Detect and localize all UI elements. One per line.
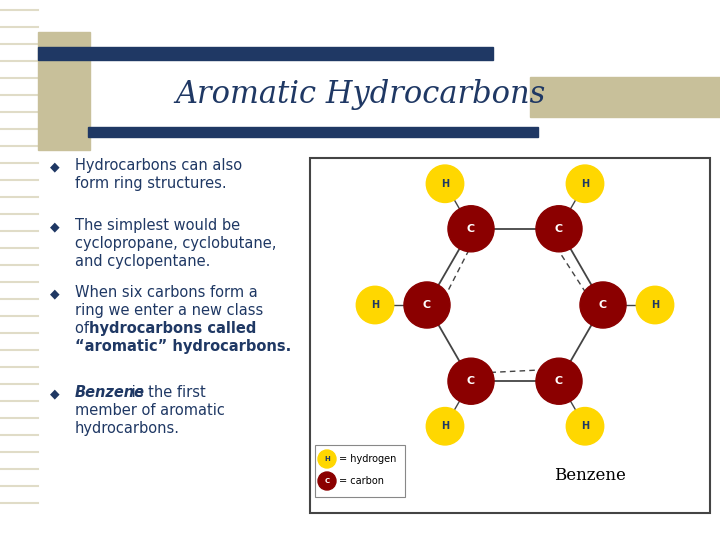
Text: hydrocarbons called: hydrocarbons called: [89, 321, 256, 336]
Circle shape: [566, 408, 603, 445]
Text: The simplest would be: The simplest would be: [75, 218, 240, 233]
Circle shape: [426, 165, 464, 202]
Text: H: H: [441, 179, 449, 189]
Text: C: C: [555, 376, 563, 386]
Circle shape: [318, 472, 336, 490]
FancyBboxPatch shape: [310, 158, 710, 513]
Circle shape: [318, 450, 336, 468]
FancyBboxPatch shape: [530, 77, 720, 117]
Text: C: C: [599, 300, 607, 310]
Circle shape: [536, 206, 582, 252]
Text: ◆: ◆: [50, 220, 60, 233]
Text: Hydrocarbons can also: Hydrocarbons can also: [75, 158, 242, 173]
Circle shape: [566, 165, 603, 202]
Text: of: of: [75, 321, 94, 336]
Text: C: C: [325, 478, 330, 484]
Circle shape: [536, 358, 582, 404]
Text: and cyclopentane.: and cyclopentane.: [75, 254, 210, 269]
Text: ◆: ◆: [50, 287, 60, 300]
FancyBboxPatch shape: [38, 47, 493, 60]
FancyBboxPatch shape: [315, 445, 405, 497]
Text: cyclopropane, cyclobutane,: cyclopropane, cyclobutane,: [75, 236, 276, 251]
Text: ◆: ◆: [50, 160, 60, 173]
Text: member of aromatic: member of aromatic: [75, 403, 225, 418]
Circle shape: [404, 282, 450, 328]
Text: “aromatic” hydrocarbons.: “aromatic” hydrocarbons.: [75, 339, 292, 354]
Text: ring we enter a new class: ring we enter a new class: [75, 303, 264, 318]
Text: C: C: [555, 224, 563, 234]
Text: Aromatic Hydrocarbons: Aromatic Hydrocarbons: [175, 79, 545, 111]
Text: Benzene: Benzene: [554, 467, 626, 483]
Text: C: C: [467, 224, 475, 234]
Text: is the first: is the first: [127, 385, 206, 400]
Text: H: H: [441, 421, 449, 431]
Text: H: H: [581, 421, 589, 431]
Text: H: H: [651, 300, 659, 310]
Text: C: C: [467, 376, 475, 386]
Circle shape: [636, 286, 674, 323]
Text: form ring structures.: form ring structures.: [75, 176, 227, 191]
Text: = carbon: = carbon: [339, 476, 384, 486]
FancyBboxPatch shape: [38, 32, 90, 150]
Text: H: H: [581, 179, 589, 189]
Text: H: H: [324, 456, 330, 462]
Circle shape: [448, 206, 494, 252]
Text: H: H: [371, 300, 379, 310]
Text: When six carbons form a: When six carbons form a: [75, 285, 258, 300]
Circle shape: [356, 286, 394, 323]
Text: C: C: [423, 300, 431, 310]
Text: ◆: ◆: [50, 387, 60, 400]
Circle shape: [426, 408, 464, 445]
Circle shape: [580, 282, 626, 328]
Circle shape: [448, 358, 494, 404]
Text: = hydrogen: = hydrogen: [339, 454, 397, 464]
FancyBboxPatch shape: [88, 127, 538, 137]
Text: hydrocarbons.: hydrocarbons.: [75, 421, 180, 436]
Text: Benzene: Benzene: [75, 385, 145, 400]
